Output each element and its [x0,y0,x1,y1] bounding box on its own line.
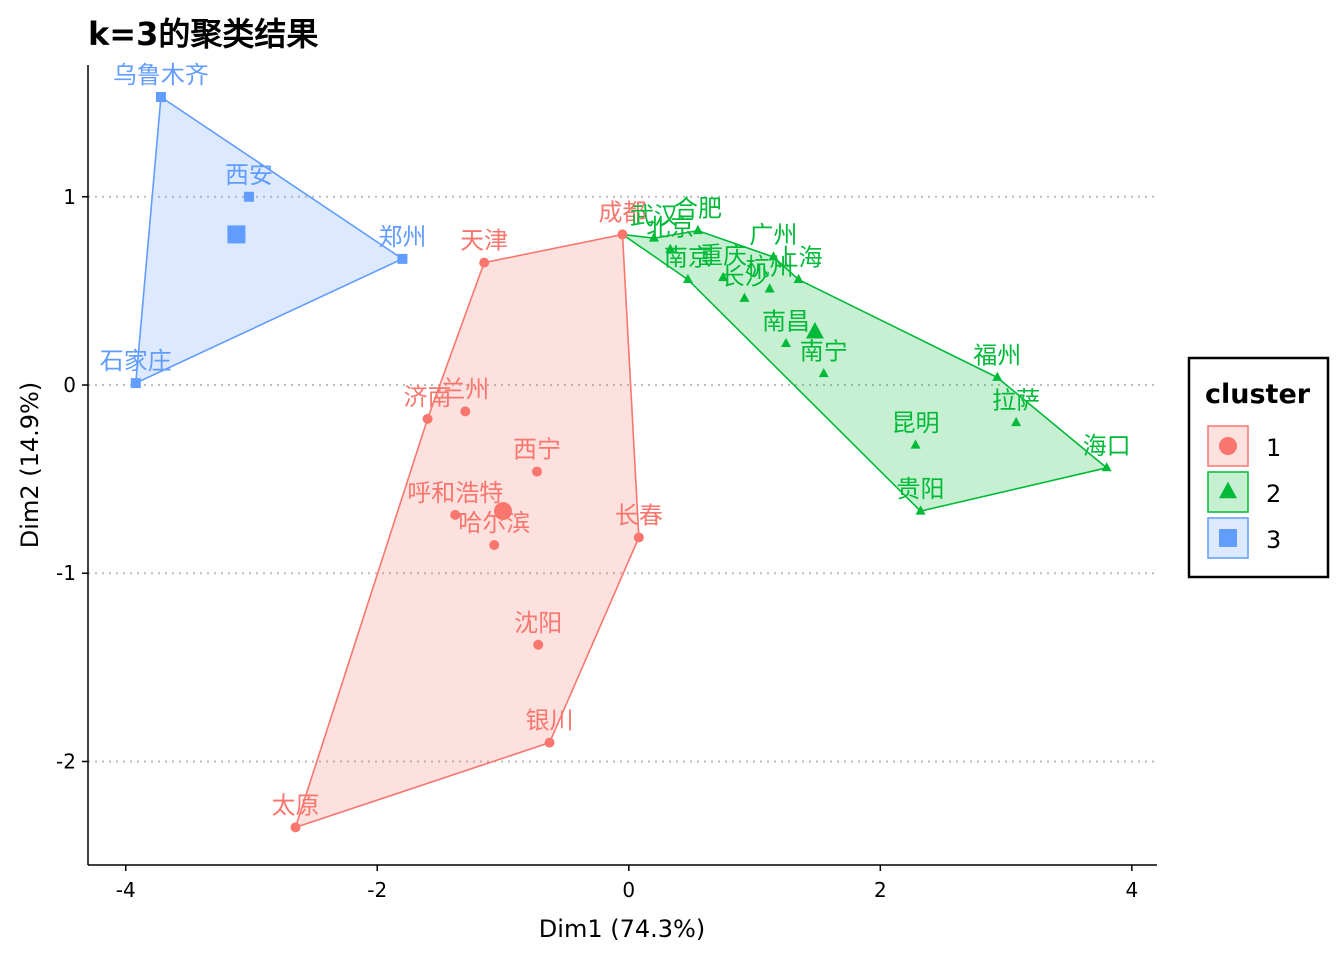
chart-title: k=3的聚类结果 [88,15,318,53]
point-label: 西宁 [513,436,561,464]
data-points [130,92,1112,833]
cluster-1-point [489,540,500,550]
cluster-1-point [617,229,628,240]
x-tick-label: -2 [367,878,387,902]
cluster-2-point [818,367,829,378]
point-label: 昆明 [892,409,940,437]
cluster-3-point [243,191,254,202]
point-label: 海口 [1083,432,1131,460]
cluster-2-point [915,505,926,515]
cluster-2-point [682,273,693,284]
x-axis-title: Dim1 (74.3%) [539,915,705,943]
cluster-2-point [1011,416,1022,427]
cluster-1-point [533,639,544,650]
point-label: 银川 [526,707,574,735]
axis-ticks: -2 -1 0 1 -4 -2 0 2 4 [56,185,1138,902]
point-label: 乌鲁木齐 [113,61,209,89]
point-label: 呼和浩特 [407,479,503,507]
point-label: 南宁 [800,338,848,366]
cluster-2-point [910,439,921,449]
point-label: 石家庄 [100,347,172,375]
cluster-2-point [718,271,729,282]
cluster-1-point [544,737,555,748]
cluster-3-hull [134,95,405,385]
cluster-1-point [450,509,461,520]
cluster-3-point [130,378,141,389]
point-label: 太原 [272,791,320,819]
cluster-2-point [1101,462,1112,472]
cluster-1-point [460,406,471,417]
point-label: 重庆 [699,242,747,270]
cluster-2-point [768,251,779,261]
point-label: 杭州 [746,253,794,281]
cluster-1-center [494,502,513,521]
x-tick-label: 4 [1125,878,1138,902]
point-label: 贵阳 [897,475,945,503]
cluster-2-point [692,224,703,235]
y-tick-label: -2 [56,749,76,773]
point-label: 天津 [460,227,508,255]
legend: cluster 1 2 3 [1187,356,1330,579]
point-label: 郑州 [378,223,426,251]
gridlines [88,195,1157,763]
legend-label-2: 2 [1266,480,1281,508]
legend-title: cluster [1205,379,1311,410]
x-tick-label: -4 [116,878,136,902]
legend-marker-2 [1219,481,1237,499]
point-label: 长沙 [720,262,768,290]
cluster-centers [227,225,824,521]
legend-marker-3 [1219,529,1237,547]
cluster-2-hull [622,229,1109,512]
point-label: 南京 [664,244,712,272]
cluster-2-point [739,292,750,302]
cluster-2-point [764,283,775,293]
cluster-1-point [422,413,433,424]
point-label: 广州 [749,221,797,249]
legend-label-3: 3 [1266,526,1281,554]
legend-box [1187,356,1330,579]
cluster-1-point [531,466,542,477]
point-label: 北京 [646,213,694,241]
cluster-1-point [479,257,490,268]
point-label: 成都 [599,198,647,226]
legend-marker-1 [1219,437,1237,455]
point-label: 哈尔滨 [458,509,530,537]
point-label: 沈阳 [514,609,562,637]
y-tick-label: 1 [63,185,76,209]
point-label: 长春 [615,501,663,529]
point-label: 上海 [775,244,823,272]
axes [87,65,1157,866]
point-label: 拉萨 [992,387,1040,415]
point-label: 兰州 [441,375,489,403]
cluster-1-point [633,532,644,543]
cluster-2-point [793,273,804,284]
point-label: 合肥 [674,195,722,223]
point-label: 南昌 [762,308,810,336]
y-axis-title: Dim2 (14.9%) [16,382,44,548]
cluster-2-point [648,232,659,242]
cluster-3-point [397,253,408,264]
cluster-2-center [805,321,824,339]
y-tick-label: 0 [63,373,76,397]
legend-label-1: 1 [1266,434,1281,462]
point-label: 福州 [973,341,1021,369]
point-label: 武汉 [630,202,678,230]
y-tick-label: -1 [56,561,76,585]
cluster-2-point [992,371,1003,381]
cluster-3-center [227,225,246,244]
x-tick-label: 0 [622,878,635,902]
cluster-1-point [290,822,301,833]
cluster-2-point [780,337,791,348]
legend-items: 1 2 3 [1207,425,1281,559]
point-label: 西安 [225,161,273,189]
cluster-2-point [665,243,676,253]
x-tick-label: 2 [874,878,887,902]
point-label: 济南 [404,383,452,411]
cluster-3-point [155,92,166,102]
